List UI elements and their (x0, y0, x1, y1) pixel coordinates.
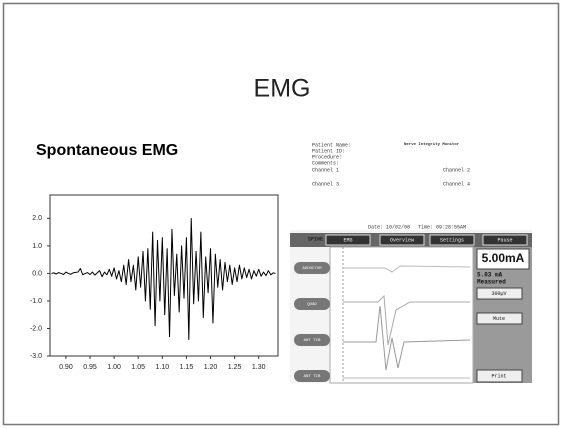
tab-label: Pause (497, 237, 512, 243)
date: Date: 10/02/08 (368, 224, 410, 230)
lead-label: ANT TIB (304, 375, 321, 379)
slide-title: EMG (254, 75, 311, 103)
time: Time: 09:28:55AM (418, 224, 466, 230)
y-tick-label: 1.0 (32, 243, 42, 250)
x-tick-label: 1.25 (228, 364, 242, 371)
x-tick-label: 1.30 (252, 364, 266, 371)
channel-label: Channel 1 (312, 167, 339, 173)
slide: EMG Spontaneous EMG Patient Name:Patient… (0, 0, 563, 429)
y-tick-label: -1.0 (30, 298, 42, 305)
lead-label: ANT TIB (304, 339, 321, 343)
emg-chart: -3.0 -2.0 -1.0 0.0 1.0 2.0 0.90 0.95 1.00 1.05 1.1… (30, 195, 278, 371)
page: {"slide": {"title": "EMG", "subtitle": "… (0, 0, 563, 429)
x-tick-label: 0.95 (83, 364, 97, 371)
x-tick-label: 1.15 (180, 364, 194, 371)
measured-value: 5.03 mA (477, 272, 503, 279)
channel-label: Channel 3 (312, 181, 339, 187)
lead-label: ADDUCTOR (302, 267, 322, 271)
subtitle: Spontaneous EMG (36, 142, 178, 159)
stim-value: 5.00mA (482, 251, 525, 265)
x-tick-label: 0.90 (59, 364, 73, 371)
plot-frame (50, 195, 278, 356)
channel-label: Channel 4 (443, 181, 470, 187)
tab-label: EMG (343, 237, 352, 243)
lead-label: QUAD (307, 303, 317, 307)
channel-label: Channel 2 (443, 167, 470, 173)
trace-area (330, 247, 473, 383)
button-label: 300µV (491, 291, 506, 297)
button-label: Mute (493, 316, 505, 322)
measured-label: Measured (477, 279, 506, 286)
y-tick-label: -2.0 (30, 325, 42, 332)
tab-label: Settings (440, 237, 464, 243)
y-tick-label: -3.0 (30, 353, 42, 360)
y-tick-label: 2.0 (32, 215, 42, 222)
x-tick-label: 1.05 (131, 364, 145, 371)
x-tick-label: 1.10 (156, 364, 170, 371)
mode: SPINE (308, 236, 323, 242)
tab-label: Overview (390, 237, 414, 243)
y-tick-label: 0.0 (32, 270, 42, 277)
x-tick-label: 1.20 (204, 364, 218, 371)
x-tick-label: 1.00 (107, 364, 121, 371)
header-field: Comments: (312, 160, 339, 166)
button-label: Print (491, 373, 506, 379)
header-title: Nerve Integrity Monitor (404, 142, 460, 147)
